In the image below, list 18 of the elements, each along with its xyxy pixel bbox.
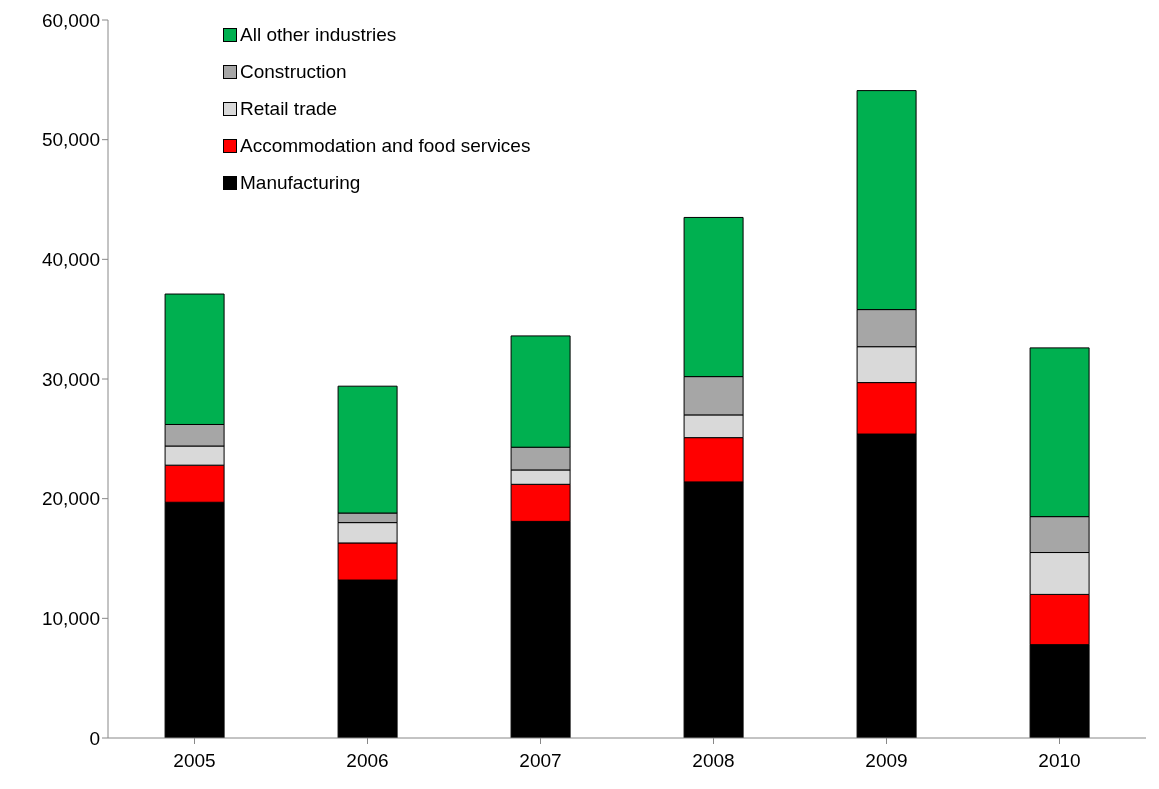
x-tick-label: 2008 xyxy=(692,750,735,772)
y-tick-label: 10,000 xyxy=(41,608,100,630)
y-tick-label: 30,000 xyxy=(41,368,100,390)
x-tick-label: 2010 xyxy=(1038,750,1081,772)
legend-label: Retail trade xyxy=(240,97,338,120)
legend-label: Construction xyxy=(240,60,347,83)
y-tick-label: 0 xyxy=(89,727,100,749)
x-tick-label: 2009 xyxy=(865,750,908,772)
x-tick-label: 2007 xyxy=(519,750,562,772)
x-tick-label: 2005 xyxy=(173,750,216,772)
legend-label: Manufacturing xyxy=(240,171,361,194)
y-tick-label: 50,000 xyxy=(41,129,100,151)
y-tick-label: 60,000 xyxy=(41,9,100,31)
legend-label: All other industries xyxy=(240,23,397,46)
x-tick-label: 2006 xyxy=(346,750,389,772)
legend-label: Accommodation and food services xyxy=(240,134,531,157)
y-tick-label: 40,000 xyxy=(41,249,100,271)
y-tick-label: 20,000 xyxy=(41,488,100,510)
